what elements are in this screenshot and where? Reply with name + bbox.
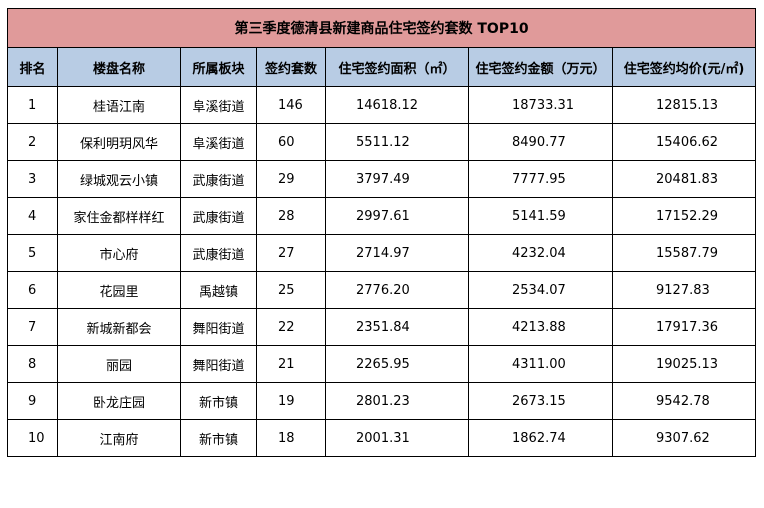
price-cell: 12815.13 bbox=[611, 86, 757, 124]
amount-cell: 18733.31 bbox=[468, 86, 613, 124]
sqm-cell: 2776.20 bbox=[325, 271, 469, 309]
units-cell: 19 bbox=[256, 382, 326, 420]
sqm-cell: 3797.49 bbox=[325, 160, 469, 198]
rank-cell: 5 bbox=[7, 234, 58, 272]
price-cell: 9542.78 bbox=[611, 382, 757, 420]
sqm-cell: 2265.95 bbox=[325, 345, 469, 383]
table-body: 1 桂语江南 阜溪街道 146 14618.12 18733.31 12815.13 2 保利明… bbox=[7, 86, 757, 457]
amount-cell: 4213.88 bbox=[468, 308, 613, 346]
table-row: 2 保利明玥风华 阜溪街道 60 5511.12 8490.77 15406.62 bbox=[7, 123, 757, 161]
column-header-project-name: 楼盘名称 bbox=[57, 47, 181, 87]
units-cell: 25 bbox=[256, 271, 326, 309]
area-cell: 舞阳街道 bbox=[180, 308, 257, 346]
price-cell: 9307.62 bbox=[611, 419, 757, 457]
column-header-sqm: 住宅签约面积（㎡） bbox=[325, 47, 469, 87]
rank-cell: 10 bbox=[7, 419, 58, 457]
price-cell: 17917.36 bbox=[611, 308, 757, 346]
area-cell: 新市镇 bbox=[180, 382, 257, 420]
project-name-cell: 家住金都样样红 bbox=[57, 197, 181, 235]
table-row: 6 花园里 禹越镇 25 2776.20 2534.07 9127.83 bbox=[7, 271, 757, 309]
title-row: 第三季度德清县新建商品住宅签约套数 TOP10 bbox=[6, 8, 757, 48]
area-cell: 武康街道 bbox=[180, 234, 257, 272]
table-row: 4 家住金都样样红 武康街道 28 2997.61 5141.59 17152.29 bbox=[7, 197, 757, 235]
units-cell: 28 bbox=[256, 197, 326, 235]
area-cell: 阜溪街道 bbox=[180, 123, 257, 161]
ranking-table: 第三季度德清县新建商品住宅签约套数 TOP10 排名 楼盘名称 所属板块 签约套… bbox=[6, 8, 757, 457]
sqm-cell: 2714.97 bbox=[325, 234, 469, 272]
amount-cell: 2673.15 bbox=[468, 382, 613, 420]
table-row: 7 新城新都会 舞阳街道 22 2351.84 4213.88 17917.36 bbox=[7, 308, 757, 346]
amount-cell: 4232.04 bbox=[468, 234, 613, 272]
units-cell: 146 bbox=[256, 86, 326, 124]
project-name-cell: 保利明玥风华 bbox=[57, 123, 181, 161]
area-cell: 新市镇 bbox=[180, 419, 257, 457]
units-cell: 22 bbox=[256, 308, 326, 346]
rank-cell: 6 bbox=[7, 271, 58, 309]
amount-cell: 4311.00 bbox=[468, 345, 613, 383]
table-row: 8 丽园 舞阳街道 21 2265.95 4311.00 19025.13 bbox=[7, 345, 757, 383]
amount-cell: 8490.77 bbox=[468, 123, 613, 161]
area-cell: 舞阳街道 bbox=[180, 345, 257, 383]
amount-cell: 5141.59 bbox=[468, 197, 613, 235]
column-header-units: 签约套数 bbox=[256, 47, 326, 87]
rank-cell: 4 bbox=[7, 197, 58, 235]
area-cell: 武康街道 bbox=[180, 160, 257, 198]
table-row: 10 江南府 新市镇 18 2001.31 1862.74 9307.62 bbox=[7, 419, 757, 457]
price-cell: 19025.13 bbox=[611, 345, 757, 383]
rank-cell: 8 bbox=[7, 345, 58, 383]
units-cell: 29 bbox=[256, 160, 326, 198]
sqm-cell: 2351.84 bbox=[325, 308, 469, 346]
project-name-cell: 新城新都会 bbox=[57, 308, 181, 346]
table-row: 9 卧龙庄园 新市镇 19 2801.23 2673.15 9542.78 bbox=[7, 382, 757, 420]
project-name-cell: 绿城观云小镇 bbox=[57, 160, 181, 198]
project-name-cell: 丽园 bbox=[57, 345, 181, 383]
sqm-cell: 5511.12 bbox=[325, 123, 469, 161]
sqm-cell: 2997.61 bbox=[325, 197, 469, 235]
price-cell: 17152.29 bbox=[611, 197, 757, 235]
project-name-cell: 花园里 bbox=[57, 271, 181, 309]
sqm-cell: 14618.12 bbox=[325, 86, 469, 124]
area-cell: 武康街道 bbox=[180, 197, 257, 235]
project-name-cell: 江南府 bbox=[57, 419, 181, 457]
rank-cell: 3 bbox=[7, 160, 58, 198]
rank-cell: 2 bbox=[7, 123, 58, 161]
units-cell: 60 bbox=[256, 123, 326, 161]
project-name-cell: 桂语江南 bbox=[57, 86, 181, 124]
price-cell: 20481.83 bbox=[611, 160, 757, 198]
table-title: 第三季度德清县新建商品住宅签约套数 TOP10 bbox=[6, 8, 757, 48]
table-row: 5 市心府 武康街道 27 2714.97 4232.04 15587.79 bbox=[7, 234, 757, 272]
area-cell: 阜溪街道 bbox=[180, 86, 257, 124]
price-cell: 9127.83 bbox=[611, 271, 757, 309]
column-header-price: 住宅签约均价(元/㎡) bbox=[611, 47, 757, 87]
amount-cell: 7777.95 bbox=[468, 160, 613, 198]
units-cell: 21 bbox=[256, 345, 326, 383]
units-cell: 27 bbox=[256, 234, 326, 272]
rank-cell: 1 bbox=[7, 86, 58, 124]
header-row: 排名 楼盘名称 所属板块 签约套数 住宅签约面积（㎡） 住宅签约金额（万元） 住… bbox=[7, 47, 757, 87]
sqm-cell: 2001.31 bbox=[325, 419, 469, 457]
table-row: 3 绿城观云小镇 武康街道 29 3797.49 7777.95 20481.83 bbox=[7, 160, 757, 198]
project-name-cell: 市心府 bbox=[57, 234, 181, 272]
price-cell: 15587.79 bbox=[611, 234, 757, 272]
table-row: 1 桂语江南 阜溪街道 146 14618.12 18733.31 12815.13 bbox=[7, 86, 757, 124]
area-cell: 禹越镇 bbox=[180, 271, 257, 309]
amount-cell: 2534.07 bbox=[468, 271, 613, 309]
column-header-rank: 排名 bbox=[7, 47, 58, 87]
column-header-amount: 住宅签约金额（万元） bbox=[468, 47, 613, 87]
project-name-cell: 卧龙庄园 bbox=[57, 382, 181, 420]
price-cell: 15406.62 bbox=[611, 123, 757, 161]
column-header-area: 所属板块 bbox=[180, 47, 257, 87]
sqm-cell: 2801.23 bbox=[325, 382, 469, 420]
rank-cell: 7 bbox=[7, 308, 58, 346]
units-cell: 18 bbox=[256, 419, 326, 457]
rank-cell: 9 bbox=[7, 382, 58, 420]
amount-cell: 1862.74 bbox=[468, 419, 613, 457]
